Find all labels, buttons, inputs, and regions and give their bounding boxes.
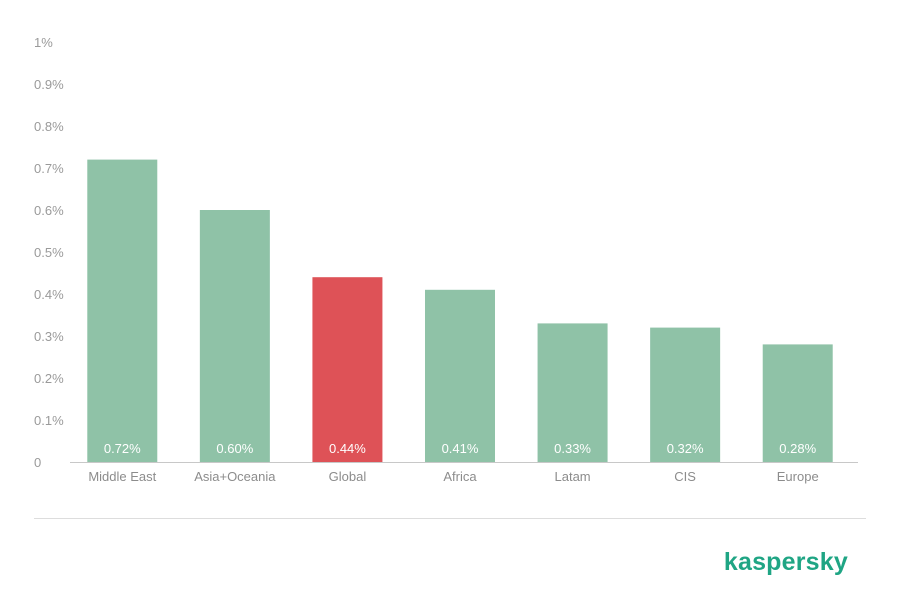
bar [425,289,495,462]
y-tick-label: 0.3% [34,329,64,344]
bar [650,327,721,462]
x-tick-label: Middle East [88,469,156,484]
y-tick-label: 0 [34,455,41,470]
x-tick-label: Africa [443,469,477,484]
data-label: 0.28% [779,441,816,456]
y-tick-label: 0.6% [34,203,64,218]
footer-divider [34,518,866,519]
bar [312,277,383,462]
kaspersky-logo: kaspersky [723,548,848,576]
data-label: 0.41% [442,441,479,456]
x-tick-label: Global [329,469,367,484]
data-label: 0.44% [329,441,366,456]
y-tick-label: 0.2% [34,371,64,386]
data-label: 0.60% [216,441,253,456]
bar [199,210,270,462]
y-tick-label: 1% [34,35,53,50]
bar [87,159,158,462]
data-label: 0.33% [554,441,591,456]
y-tick-label: 0.7% [34,161,64,176]
y-tick-label: 0.5% [34,245,64,260]
bar [762,344,833,462]
bar [537,323,608,462]
x-tick-label: CIS [674,469,696,484]
x-tick-label: Asia+Oceania [194,469,276,484]
y-tick-label: 0.8% [34,119,64,134]
data-label: 0.32% [667,441,704,456]
y-tick-label: 0.9% [34,77,64,92]
y-tick-label: 0.1% [34,413,64,428]
data-label: 0.72% [104,441,141,456]
y-tick-label: 0.4% [34,287,64,302]
x-tick-label: Europe [777,469,819,484]
x-tick-label: Latam [555,469,591,484]
